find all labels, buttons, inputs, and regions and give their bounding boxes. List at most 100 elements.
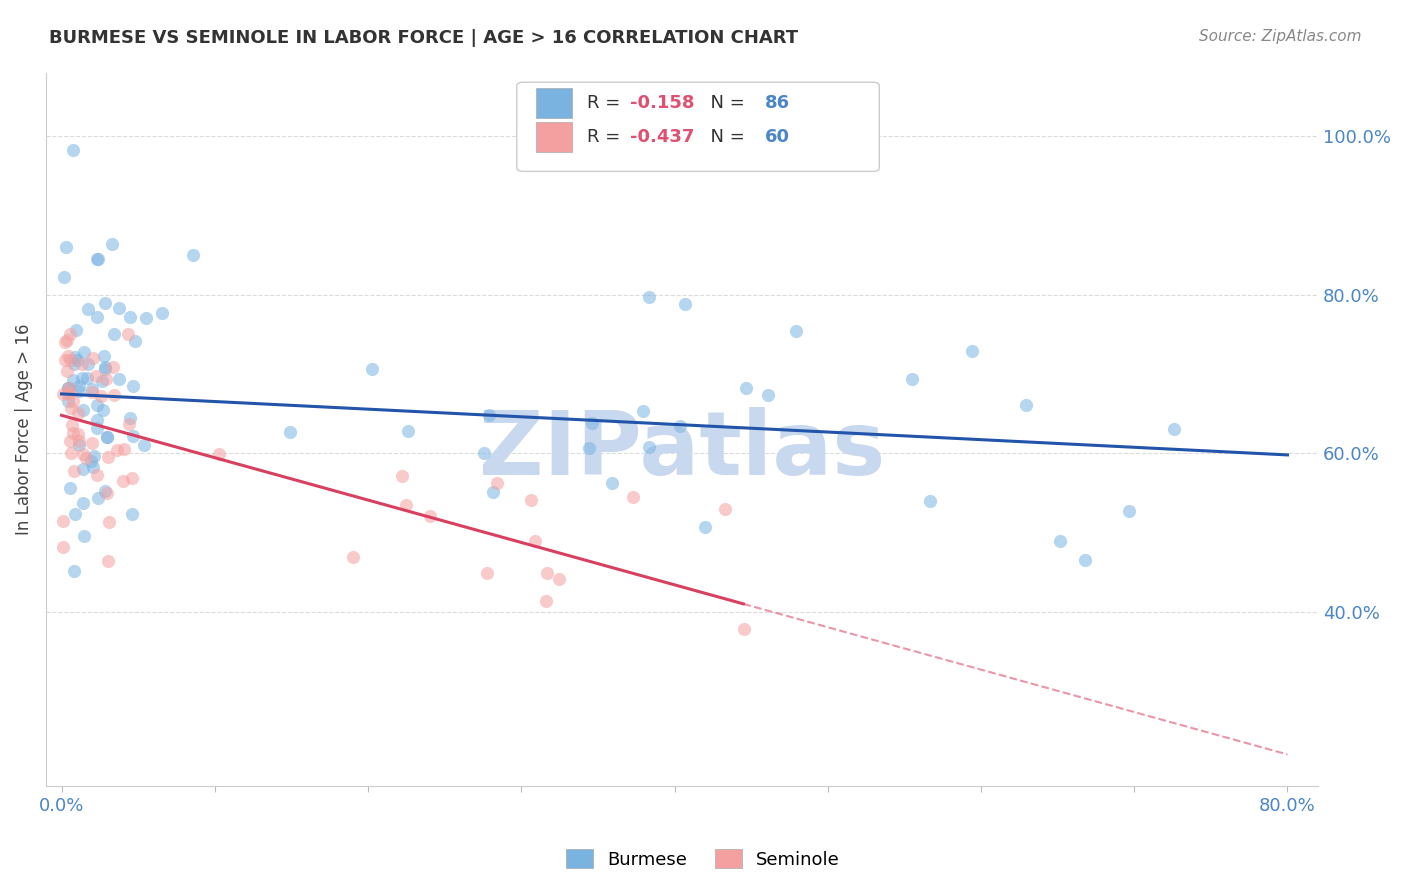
Point <box>122 428 145 442</box>
Point <box>63 357 86 371</box>
Point <box>419 509 441 524</box>
Point <box>76 357 98 371</box>
Point <box>62 373 84 387</box>
Point <box>72 496 94 510</box>
Point <box>65 353 87 368</box>
Point <box>962 343 984 358</box>
Point <box>548 573 571 587</box>
Point <box>72 462 94 476</box>
Point <box>87 491 110 505</box>
Point <box>58 394 80 409</box>
Point <box>86 252 108 267</box>
Text: Source: ZipAtlas.com: Source: ZipAtlas.com <box>1198 29 1361 44</box>
Point <box>135 311 157 326</box>
Point <box>93 361 115 376</box>
Point <box>56 364 79 378</box>
Point <box>278 425 301 439</box>
Point <box>83 449 105 463</box>
Point <box>73 529 96 543</box>
Point <box>53 270 76 285</box>
Point <box>150 306 173 320</box>
Point <box>578 441 600 455</box>
Point <box>391 468 413 483</box>
Point <box>86 398 108 412</box>
Point <box>669 418 692 433</box>
Point <box>520 492 543 507</box>
Point <box>534 594 557 608</box>
Point <box>600 476 623 491</box>
Point <box>120 310 142 325</box>
Point <box>96 486 118 500</box>
Point <box>93 349 115 363</box>
Point <box>621 490 644 504</box>
Point <box>756 388 779 402</box>
Point <box>581 417 603 431</box>
Point <box>53 353 76 368</box>
Point <box>53 335 76 350</box>
Point <box>1073 553 1095 567</box>
Point <box>52 540 75 554</box>
Point <box>75 450 97 465</box>
FancyBboxPatch shape <box>536 122 571 153</box>
Point <box>76 371 98 385</box>
Point <box>96 430 118 444</box>
Point <box>121 507 143 521</box>
Point <box>63 564 86 578</box>
Point <box>90 389 112 403</box>
Text: R =: R = <box>586 128 626 146</box>
Point <box>97 516 120 530</box>
Point <box>77 301 100 316</box>
Point <box>108 301 131 315</box>
Point <box>59 401 82 415</box>
Point <box>734 381 756 395</box>
Point <box>67 427 90 442</box>
Point <box>63 350 86 364</box>
Point <box>55 240 77 254</box>
Point <box>72 403 94 417</box>
Text: ZIPatlas: ZIPatlas <box>479 408 886 494</box>
Point <box>478 408 501 422</box>
Point <box>67 384 90 398</box>
Point <box>56 349 79 363</box>
Point <box>82 351 104 366</box>
Point <box>82 384 104 399</box>
Text: BURMESE VS SEMINOLE IN LABOR FORCE | AGE > 16 CORRELATION CHART: BURMESE VS SEMINOLE IN LABOR FORCE | AGE… <box>49 29 799 46</box>
Point <box>733 623 755 637</box>
Point <box>101 237 124 252</box>
Point <box>631 404 654 418</box>
Point <box>70 357 93 371</box>
Point <box>1049 533 1071 548</box>
Point <box>59 434 82 448</box>
Text: N =: N = <box>699 94 751 112</box>
Point <box>52 387 75 401</box>
Point <box>181 248 204 262</box>
Point <box>124 334 146 348</box>
Point <box>134 438 156 452</box>
Point <box>72 447 94 461</box>
Point <box>97 450 120 465</box>
Point <box>673 296 696 310</box>
Point <box>67 379 90 393</box>
Point <box>536 566 558 581</box>
Point <box>65 507 87 521</box>
Point <box>60 418 83 433</box>
Point <box>86 421 108 435</box>
Point <box>785 324 807 338</box>
Point <box>693 520 716 534</box>
Point <box>486 475 509 490</box>
Point <box>62 426 84 441</box>
Legend: Burmese, Seminole: Burmese, Seminole <box>560 842 846 876</box>
Point <box>59 327 82 342</box>
Point <box>56 381 79 395</box>
Point <box>101 359 124 374</box>
Point <box>62 143 84 157</box>
Point <box>97 553 120 567</box>
Y-axis label: In Labor Force | Age > 16: In Labor Force | Age > 16 <box>15 324 32 535</box>
Point <box>118 417 141 431</box>
Point <box>481 485 503 500</box>
Point <box>94 371 117 385</box>
Point <box>59 446 82 460</box>
Point <box>80 454 103 468</box>
Point <box>63 465 86 479</box>
Point <box>638 290 661 304</box>
